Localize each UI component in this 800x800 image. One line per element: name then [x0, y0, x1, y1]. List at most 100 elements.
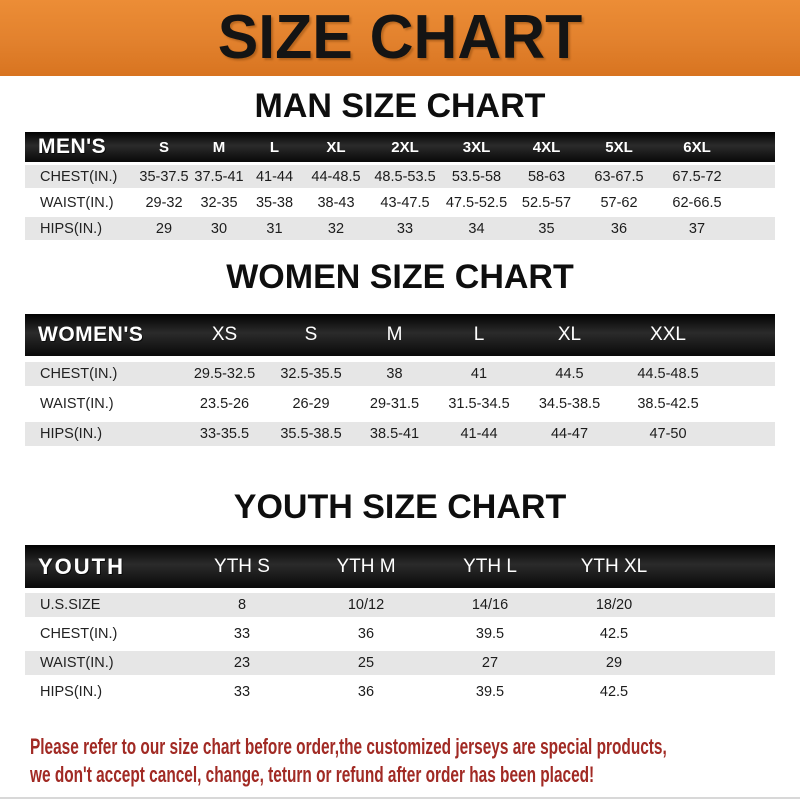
men-header-row: MEN'S S M L XL 2XL 3XL 4XL 5XL 6XL — [25, 132, 775, 162]
size-cell: 37 — [688, 220, 706, 237]
row-label: HIPS(IN.) — [40, 220, 103, 237]
size-cell: 47-50 — [649, 426, 687, 442]
row-label: CHEST(IN.) — [40, 168, 118, 185]
size-column-header: S — [136, 132, 192, 162]
row-label: WAIST(IN.) — [40, 655, 114, 671]
size-cell: 34.5-38.5 — [538, 396, 601, 412]
size-cell: 18/20 — [595, 597, 633, 613]
size-cell: 42.5 — [599, 684, 629, 700]
men-section-heading: MAN SIZE CHART — [254, 87, 546, 125]
size-cell: 35-38 — [255, 194, 294, 211]
size-cell: 67.5-72 — [672, 168, 722, 185]
size-column-header: XL — [303, 132, 369, 162]
youth-hips-row: HIPS(IN.) 33 36 39.5 42.5 — [25, 680, 775, 704]
youth-header-row: YOUTH YTH S YTH M YTH L YTH XL — [25, 545, 775, 588]
size-cell: 29 — [155, 220, 173, 237]
size-cell: 62-66.5 — [672, 194, 722, 211]
size-cell: 57-62 — [600, 194, 638, 211]
size-cell: 32 — [327, 220, 345, 237]
row-label: HIPS(IN.) — [40, 426, 103, 442]
size-cell: 48.5-53.5 — [374, 168, 436, 185]
size-column-header: M — [353, 314, 436, 356]
size-cell: 36 — [357, 626, 375, 642]
size-column-header: XS — [180, 314, 269, 356]
size-cell: 29.5-32.5 — [193, 366, 256, 382]
size-cell: 29-31.5 — [369, 396, 420, 412]
youth-waist-row: WAIST(IN.) 23 25 27 29 — [25, 651, 775, 675]
size-cell: 44.5-48.5 — [637, 366, 699, 382]
size-cell: 30 — [210, 220, 228, 237]
size-cell: 44.5 — [555, 366, 584, 382]
size-cell: 14/16 — [471, 597, 509, 613]
size-cell: 35 — [538, 220, 555, 237]
size-cell: 53.5-58 — [451, 168, 502, 185]
size-cell: 43-47.5 — [380, 194, 430, 211]
size-cell: 36 — [357, 684, 375, 700]
size-cell: 23.5-26 — [199, 396, 250, 412]
size-cell: 31.5-34.5 — [448, 396, 510, 412]
size-cell: 29-32 — [145, 194, 183, 211]
size-cell: 58-63 — [527, 168, 566, 185]
women-header-row: WOMEN'S XS S M L XL XXL — [25, 314, 775, 356]
women-size-table: WOMEN'S XS S M L XL XXL CHEST(IN.) 29.5-… — [25, 308, 775, 452]
size-cell: 32.5-35.5 — [280, 366, 342, 382]
men-corner-label: MEN'S — [25, 132, 136, 162]
men-chest-row: CHEST(IN.) 35-37.5 37.5-41 41-44 44-48.5… — [25, 165, 775, 188]
row-label: WAIST(IN.) — [40, 396, 114, 412]
size-cell: 35.5-38.5 — [280, 426, 342, 442]
women-hips-row: HIPS(IN.) 33-35.5 35.5-38.5 38.5-41 41-4… — [25, 422, 775, 446]
size-column-header: 4XL — [512, 132, 581, 162]
youth-corner-label: YOUTH — [25, 545, 180, 588]
women-corner-label: WOMEN'S — [25, 314, 180, 356]
size-cell: 33 — [233, 626, 251, 642]
disclaimer-line-1: Please refer to our size chart before or… — [30, 734, 667, 759]
size-cell: 27 — [481, 655, 499, 671]
size-cell: 42.5 — [599, 626, 629, 642]
youth-chest-row: CHEST(IN.) 33 36 39.5 42.5 — [25, 622, 775, 646]
size-cell: 39.5 — [475, 626, 505, 642]
banner-title: SIZE CHART — [217, 3, 583, 72]
size-column-header: L — [436, 314, 522, 356]
size-column-header: YTH XL — [552, 545, 775, 588]
size-column-header: S — [269, 314, 353, 356]
men-size-table: MEN'S S M L XL 2XL 3XL 4XL 5XL 6XL CHEST… — [25, 129, 775, 243]
women-chest-row: CHEST(IN.) 29.5-32.5 32.5-35.5 38 41 44.… — [25, 362, 775, 386]
size-chart-banner: SIZE CHART — [0, 0, 800, 76]
size-column-header: 2XL — [369, 132, 441, 162]
bottom-divider — [0, 797, 800, 799]
size-cell: 34 — [468, 220, 485, 237]
size-column-header: M — [192, 132, 246, 162]
size-column-header: 6XL — [657, 132, 775, 162]
men-hips-row: HIPS(IN.) 29 30 31 32 33 34 35 36 37 — [25, 217, 775, 240]
size-cell: 63-67.5 — [594, 168, 644, 185]
youth-ussize-row: U.S.SIZE 8 10/12 14/16 18/20 — [25, 593, 775, 617]
size-cell: 38-43 — [317, 194, 355, 211]
size-cell: 25 — [357, 655, 375, 671]
size-cell: 39.5 — [475, 684, 505, 700]
row-label: WAIST(IN.) — [40, 194, 114, 211]
size-cell: 41-44 — [460, 426, 498, 442]
size-cell: 44-47 — [550, 426, 589, 442]
size-cell: 38 — [386, 366, 403, 382]
youth-size-table: YOUTH YTH S YTH M YTH L YTH XL U.S.SIZE … — [25, 540, 775, 709]
size-cell: 31 — [266, 220, 283, 237]
youth-section-heading: YOUTH SIZE CHART — [233, 488, 567, 526]
disclaimer-line-2: we don't accept cancel, change, teturn o… — [30, 762, 595, 787]
size-cell: 41-44 — [255, 168, 294, 185]
size-cell: 8 — [237, 597, 247, 613]
size-cell: 33-35.5 — [199, 426, 250, 442]
women-waist-row: WAIST(IN.) 23.5-26 26-29 29-31.5 31.5-34… — [25, 392, 775, 416]
size-cell: 10/12 — [347, 597, 385, 613]
size-cell: 47.5-52.5 — [445, 194, 508, 211]
size-cell: 38.5-42.5 — [637, 396, 699, 412]
size-cell: 32-35 — [200, 194, 238, 211]
row-label: U.S.SIZE — [40, 597, 101, 613]
row-label: CHEST(IN.) — [40, 366, 118, 382]
size-cell: 41 — [470, 366, 488, 382]
disclaimer-note: Please refer to our size chart before or… — [30, 733, 800, 789]
size-cell: 33 — [233, 684, 251, 700]
size-cell: 33 — [396, 220, 414, 237]
size-column-header: YTH L — [428, 545, 552, 588]
men-waist-row: WAIST(IN.) 29-32 32-35 35-38 38-43 43-47… — [25, 191, 775, 214]
size-cell: 44-48.5 — [311, 168, 361, 185]
